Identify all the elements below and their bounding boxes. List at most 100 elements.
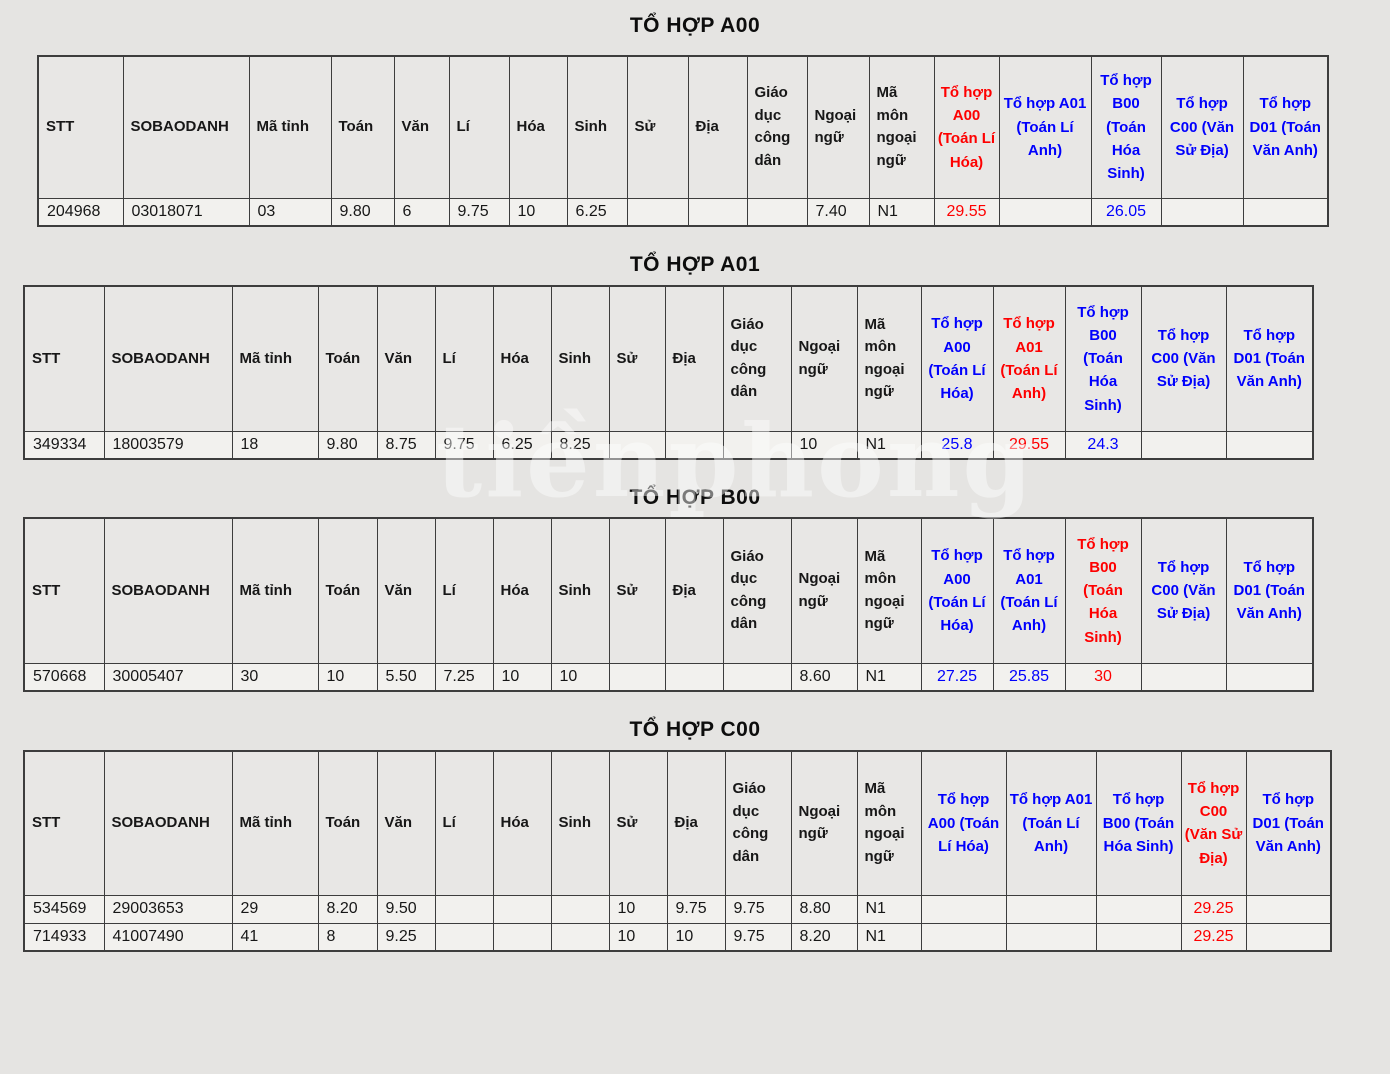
cell-dia — [664, 430, 724, 460]
header-su: Sử — [608, 517, 666, 664]
cell-sobaodanh: 18003579 — [103, 430, 233, 460]
header-su: Sử — [608, 750, 668, 896]
cell-toan: 9.80 — [317, 430, 378, 460]
cell-sinh — [550, 922, 610, 952]
header-hoa: Hóa — [492, 517, 552, 664]
header-van: Văn — [376, 750, 436, 896]
cell-to-hop-a00: 27.25 — [920, 662, 994, 692]
cell-li — [434, 894, 494, 924]
table-title-c00: TỔ HỢP C00 — [629, 718, 761, 741]
cell-sobaodanh: 03018071 — [122, 197, 250, 227]
cell-ngoai-ngu: 8.20 — [790, 922, 858, 952]
header-stt: STT — [23, 285, 105, 432]
cell-to-hop-b00: 30 — [1064, 662, 1142, 692]
header-dia: Địa — [664, 285, 724, 432]
header-ma-mon-ngoai-ngu: Mã môn ngoại ngữ — [868, 55, 935, 199]
header-su: Sử — [626, 55, 689, 199]
cell-sobaodanh: 41007490 — [103, 922, 233, 952]
header-sobaodanh: SOBAODANH — [103, 517, 233, 664]
header-hoa: Hóa — [508, 55, 568, 199]
cell-to-hop-a01 — [998, 197, 1092, 227]
cell-giao-duc-cong-dan: 9.75 — [724, 894, 792, 924]
header-toan: Toán — [317, 517, 378, 664]
cell-ngoai-ngu: 8.80 — [790, 894, 858, 924]
cell-hoa: 10 — [508, 197, 568, 227]
cell-sobaodanh: 30005407 — [103, 662, 233, 692]
header-sobaodanh: SOBAODANH — [103, 285, 233, 432]
cell-to-hop-a01: 25.85 — [992, 662, 1066, 692]
table-row: 204968 03018071 03 9.80 6 9.75 10 6.25 7.40 N1 29.… — [37, 197, 1329, 227]
table-title-a00: TỔ HỢP A00 — [629, 14, 761, 37]
cell-sobaodanh: 29003653 — [103, 894, 233, 924]
cell-giao-duc-cong-dan — [746, 197, 808, 227]
cell-stt: 534569 — [23, 894, 105, 924]
header-van: Văn — [376, 285, 436, 432]
header-dia: Địa — [664, 517, 724, 664]
header-sinh: Sinh — [550, 750, 610, 896]
header-to-hop-a00: Tổ hợp A00 (Toán Lí Hóa) — [933, 55, 1000, 199]
header-to-hop-a01: Tổ hợp A01 (Toán Lí Anh) — [992, 517, 1066, 664]
cell-ma-mon-ngoai-ngu: N1 — [856, 662, 922, 692]
header-to-hop-a01: Tổ hợp A01 (Toán Lí Anh) — [1005, 750, 1097, 896]
cell-hoa — [492, 922, 552, 952]
header-to-hop-d01: Tổ hợp D01 (Toán Văn Anh) — [1225, 517, 1314, 664]
cell-toan: 8.20 — [317, 894, 378, 924]
header-ma-tinh: Mã tỉnh — [231, 517, 319, 664]
header-to-hop-b00: Tổ hợp B00 (Toán Hóa Sinh) — [1064, 517, 1142, 664]
cell-su — [608, 662, 666, 692]
header-to-hop-a00: Tổ hợp A00 (Toán Lí Hóa) — [920, 285, 994, 432]
header-ngoai-ngu: Ngoại ngữ — [790, 517, 858, 664]
cell-sinh: 6.25 — [566, 197, 628, 227]
cell-to-hop-c00: 29.25 — [1180, 922, 1247, 952]
table-row: 714933 41007490 41 8 9.25 10 10 9.75 8.20 N1 29.25 — [23, 922, 1332, 952]
cell-ngoai-ngu: 10 — [790, 430, 858, 460]
header-li: Lí — [434, 750, 494, 896]
cell-ma-tinh: 30 — [231, 662, 319, 692]
cell-to-hop-b00 — [1095, 894, 1182, 924]
cell-to-hop-a01 — [1005, 922, 1097, 952]
header-to-hop-b00: Tổ hợp B00 (Toán Hóa Sinh) — [1095, 750, 1182, 896]
header-to-hop-a01: Tổ hợp A01 (Toán Lí Anh) — [998, 55, 1092, 199]
cell-sinh — [550, 894, 610, 924]
cell-giao-duc-cong-dan — [722, 662, 792, 692]
cell-li: 9.75 — [434, 430, 494, 460]
cell-ma-mon-ngoai-ngu: N1 — [856, 894, 922, 924]
cell-to-hop-a00 — [920, 922, 1007, 952]
header-li: Lí — [434, 285, 494, 432]
header-to-hop-a00: Tổ hợp A00 (Toán Lí Hóa) — [920, 517, 994, 664]
cell-toan: 9.80 — [330, 197, 395, 227]
header-toan: Toán — [317, 285, 378, 432]
cell-stt: 714933 — [23, 922, 105, 952]
table-row: 570668 30005407 30 10 5.50 7.25 10 10 8.60 N1 27.2… — [23, 662, 1314, 692]
header-li: Lí — [448, 55, 510, 199]
header-to-hop-d01: Tổ hợp D01 (Toán Văn Anh) — [1225, 285, 1314, 432]
cell-stt: 570668 — [23, 662, 105, 692]
cell-hoa: 10 — [492, 662, 552, 692]
header-giao-duc-cong-dan: Giáo dục công dân — [722, 285, 792, 432]
cell-to-hop-d01 — [1225, 662, 1314, 692]
cell-to-hop-d01 — [1245, 922, 1332, 952]
cell-to-hop-a01 — [1005, 894, 1097, 924]
cell-ngoai-ngu: 7.40 — [806, 197, 870, 227]
cell-to-hop-c00 — [1140, 430, 1227, 460]
header-dia: Địa — [666, 750, 726, 896]
header-sobaodanh: SOBAODANH — [103, 750, 233, 896]
header-to-hop-b00: Tổ hợp B00 (Toán Hóa Sinh) — [1064, 285, 1142, 432]
cell-toan: 8 — [317, 922, 378, 952]
header-to-hop-b00: Tổ hợp B00 (Toán Hóa Sinh) — [1090, 55, 1162, 199]
header-li: Lí — [434, 517, 494, 664]
cell-hoa: 6.25 — [492, 430, 552, 460]
cell-li: 7.25 — [434, 662, 494, 692]
table-title-a01: TỔ HỢP A01 — [629, 253, 761, 276]
header-stt: STT — [23, 517, 105, 664]
cell-to-hop-d01 — [1242, 197, 1329, 227]
header-stt: STT — [23, 750, 105, 896]
cell-sinh: 10 — [550, 662, 610, 692]
cell-dia — [687, 197, 748, 227]
table-row: 349334 18003579 18 9.80 8.75 9.75 6.25 8.25 10 N1… — [23, 430, 1314, 460]
cell-su: 10 — [608, 922, 668, 952]
header-su: Sử — [608, 285, 666, 432]
header-to-hop-c00: Tổ hợp C00 (Văn Sử Địa) — [1180, 750, 1247, 896]
cell-to-hop-a00 — [920, 894, 1007, 924]
